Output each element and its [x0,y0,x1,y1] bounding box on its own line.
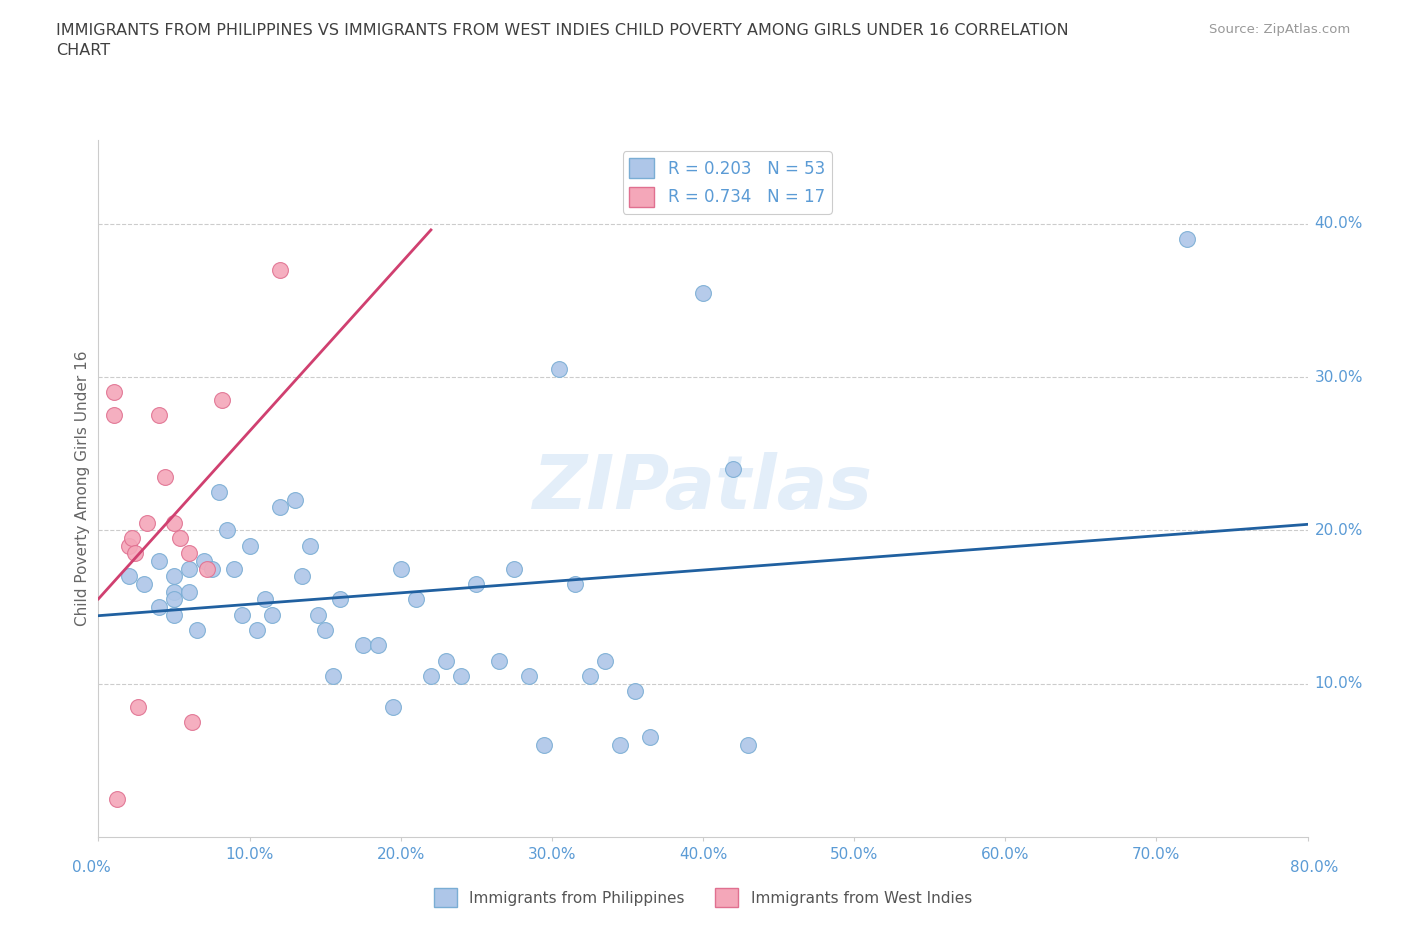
Point [153,470,176,485]
Point [201,562,224,577]
Point [163,515,186,530]
Point [262,607,284,622]
Point [177,562,201,577]
Point [211,392,233,407]
Point [329,592,352,607]
Point [721,461,744,476]
Point [548,362,571,377]
Text: Source: ZipAtlas.com: Source: ZipAtlas.com [1209,23,1350,36]
Point [193,553,215,568]
Point [124,546,146,561]
Point [269,262,291,277]
Point [177,546,201,561]
Point [163,592,186,607]
Point [307,607,329,622]
Legend: Immigrants from Philippines, Immigrants from West Indies: Immigrants from Philippines, Immigrants … [427,883,979,913]
Point [163,607,186,622]
Point [148,408,170,423]
Point [299,538,322,553]
Point [434,653,457,668]
Point [291,569,314,584]
Point [121,531,143,546]
Point [132,577,155,591]
Point [389,562,412,577]
Point [1175,232,1198,246]
Point [231,607,253,622]
Point [419,669,441,684]
Point [253,592,276,607]
Point [195,562,218,577]
Point [224,562,246,577]
Text: ZIPatlas: ZIPatlas [533,452,873,525]
Point [533,737,555,752]
Point [488,653,510,668]
Point [163,584,186,599]
Point [578,669,600,684]
Point [246,622,269,637]
Point [367,638,389,653]
Point [105,791,128,806]
Point [169,531,191,546]
Legend: R = 0.203   N = 53, R = 0.734   N = 17: R = 0.203 N = 53, R = 0.734 N = 17 [623,152,831,214]
Point [103,385,125,400]
Text: 30.0%: 30.0% [1315,369,1362,385]
Y-axis label: Child Poverty Among Girls Under 16: Child Poverty Among Girls Under 16 [75,351,90,626]
Point [135,515,157,530]
Text: 10.0%: 10.0% [1315,676,1362,691]
Point [352,638,374,653]
Point [127,699,149,714]
Point [163,569,186,584]
Text: 80.0%: 80.0% [1291,860,1339,875]
Point [103,408,125,423]
Point [215,523,238,538]
Point [284,492,307,507]
Point [118,569,141,584]
Point [450,669,472,684]
Point [609,737,631,752]
Text: IMMIGRANTS FROM PHILIPPINES VS IMMIGRANTS FROM WEST INDIES CHILD POVERTY AMONG G: IMMIGRANTS FROM PHILIPPINES VS IMMIGRANT… [56,23,1069,58]
Point [405,592,427,607]
Text: 40.0%: 40.0% [1315,217,1362,232]
Point [148,600,170,615]
Point [118,538,141,553]
Point [148,553,170,568]
Point [638,730,661,745]
Point [181,714,204,729]
Point [239,538,262,553]
Point [503,562,526,577]
Point [177,584,201,599]
Point [269,500,291,515]
Point [737,737,759,752]
Point [208,485,231,499]
Text: 0.0%: 0.0% [72,860,111,875]
Point [314,622,336,637]
Point [564,577,586,591]
Point [322,669,344,684]
Text: 20.0%: 20.0% [1315,523,1362,538]
Point [593,653,616,668]
Point [186,622,208,637]
Point [692,286,714,300]
Point [624,684,647,698]
Point [517,669,540,684]
Point [382,699,405,714]
Point [465,577,488,591]
